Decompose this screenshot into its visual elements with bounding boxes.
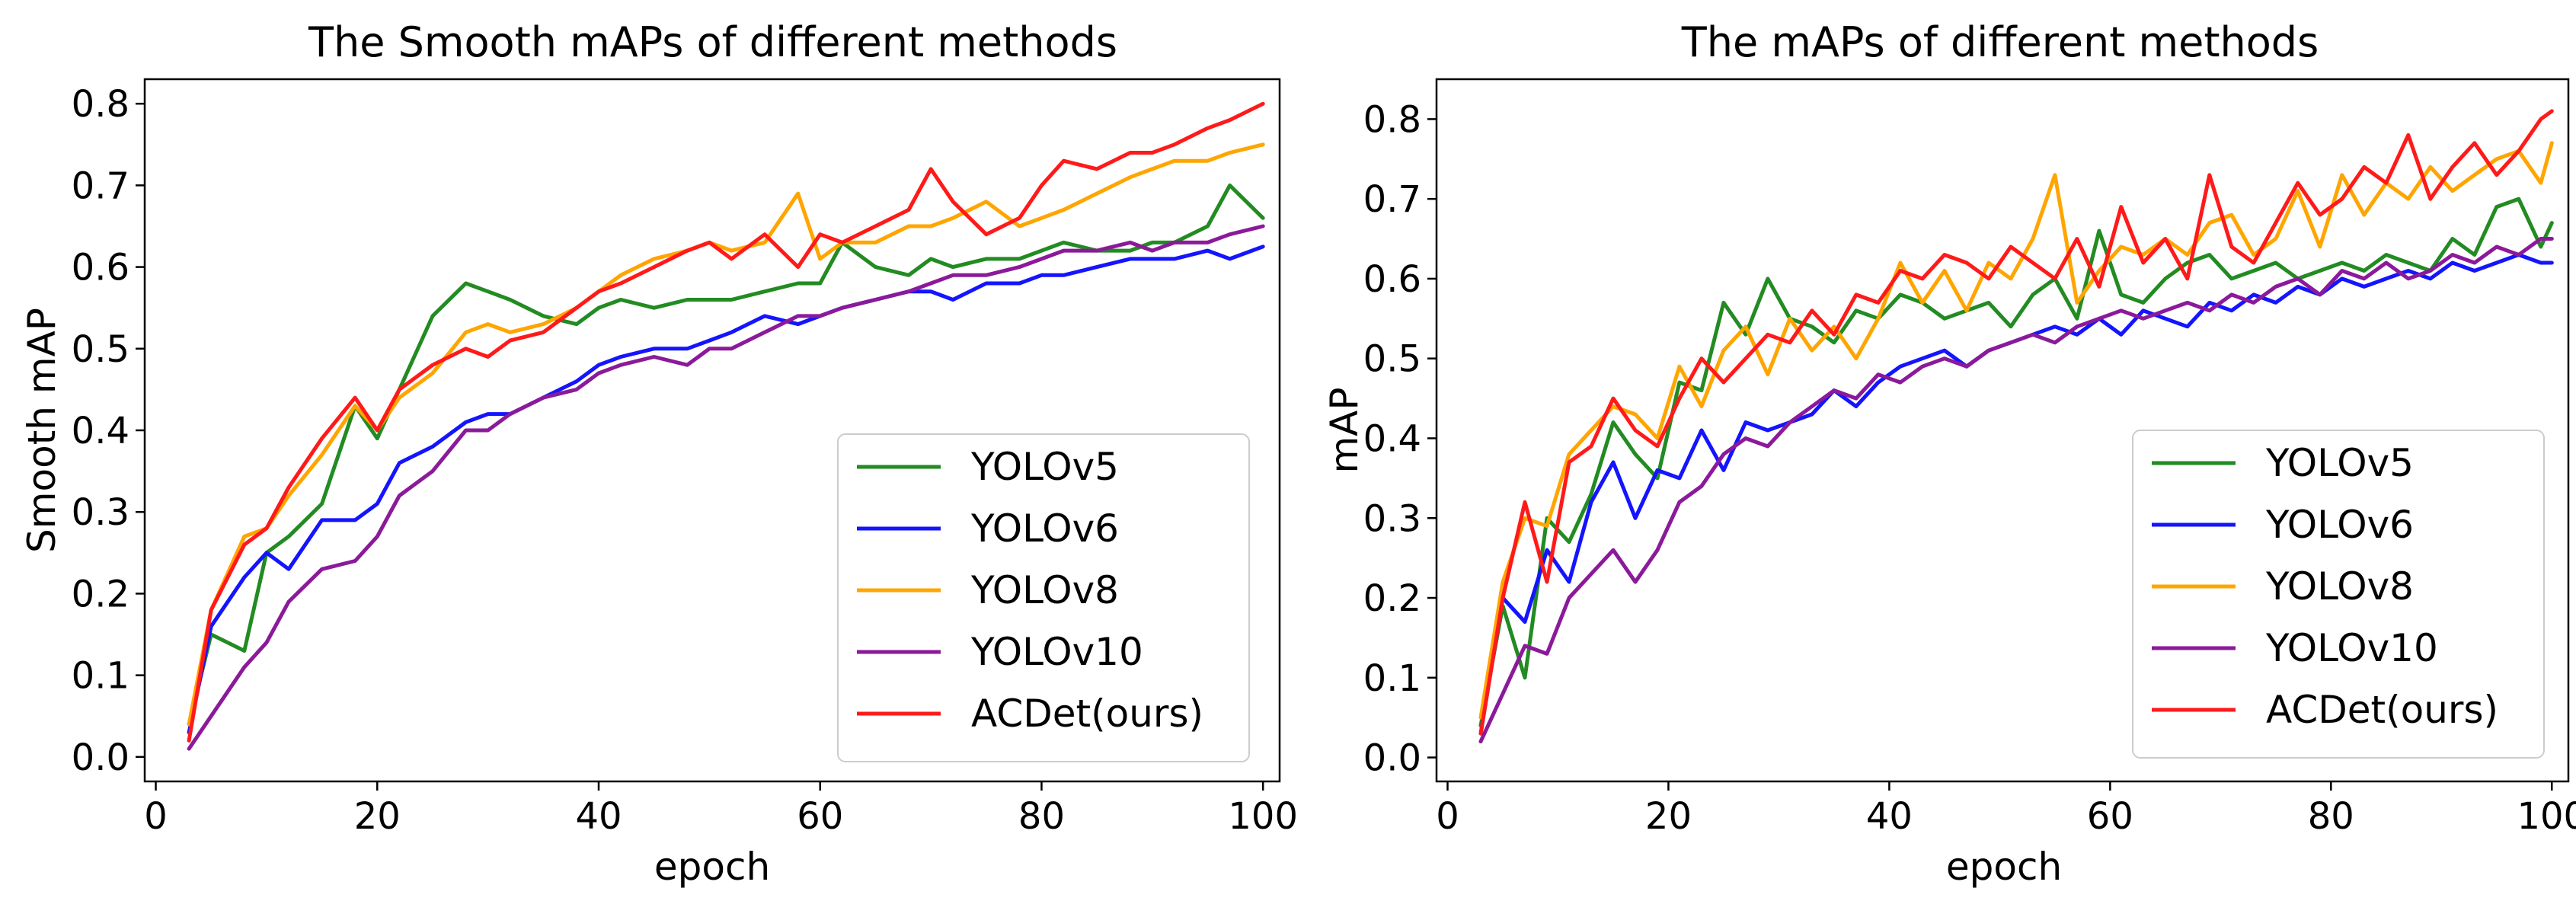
x-axis-label: epoch bbox=[654, 845, 770, 889]
plot-area bbox=[1478, 109, 2554, 744]
series-line-acdet-ours bbox=[1478, 109, 2554, 736]
legend-label: YOLOv6 bbox=[2265, 503, 2414, 547]
y-tick-label: 0.4 bbox=[72, 410, 129, 452]
plot-frame bbox=[1435, 78, 2570, 783]
series-line-yolov8 bbox=[187, 142, 1265, 727]
x-tick-label: 40 bbox=[575, 795, 622, 838]
y-tick-label: 0.0 bbox=[72, 736, 129, 779]
x-tick-label: 0 bbox=[144, 795, 168, 838]
series-line-yolov5 bbox=[187, 183, 1265, 727]
legend-label: ACDet(ours) bbox=[971, 692, 1203, 736]
plot-area bbox=[187, 101, 1265, 751]
x-tick-label: 0 bbox=[1436, 795, 1459, 838]
y-tick-label: 0.4 bbox=[1363, 417, 1421, 460]
x-axis-ticks: 0 20 40 60 80 100 bbox=[1436, 781, 2576, 838]
series-line-yolov10 bbox=[1478, 237, 2554, 744]
legend-box bbox=[837, 433, 1250, 762]
map-chart: The mAPs of different methods 0 20 40 60 80 1… bbox=[1322, 18, 2576, 889]
chart-title: The Smooth mAPs of different methods bbox=[308, 18, 1117, 66]
legend-label: YOLOv5 bbox=[2265, 441, 2414, 485]
series-line-yolov10 bbox=[187, 224, 1265, 751]
x-tick-label: 80 bbox=[2308, 795, 2354, 838]
series-line-yolov8 bbox=[1478, 141, 2554, 720]
y-tick-label: 0.2 bbox=[1363, 577, 1421, 620]
legend-label: ACDet(ours) bbox=[2266, 688, 2498, 732]
y-tick-label: 0.7 bbox=[72, 165, 129, 207]
legend-label: YOLOv10 bbox=[970, 630, 1143, 674]
y-tick-label: 0.2 bbox=[72, 573, 129, 615]
series-line-acdet-ours bbox=[187, 101, 1265, 743]
y-tick-label: 0.1 bbox=[72, 655, 129, 698]
legend-label: YOLOv6 bbox=[970, 506, 1119, 551]
x-tick-label: 20 bbox=[354, 795, 401, 838]
y-axis-label: mAP bbox=[1322, 387, 1366, 473]
legend-label: YOLOv10 bbox=[2265, 626, 2438, 670]
y-tick-label: 0.6 bbox=[72, 247, 129, 289]
y-axis-ticks: 0.0 0.1 0.2 0.3 0.4 0.5 0.6 0.7 0.8 bbox=[72, 83, 145, 779]
y-tick-label: 0.0 bbox=[1363, 737, 1421, 780]
smooth-map-chart: The Smooth mAPs of different methods 0 20… bbox=[20, 18, 1298, 889]
y-tick-label: 0.5 bbox=[1363, 338, 1421, 381]
x-tick-label: 20 bbox=[1645, 795, 1692, 838]
y-tick-label: 0.3 bbox=[72, 491, 129, 534]
legend-label: YOLOv8 bbox=[970, 568, 1119, 612]
legend: YOLOv5 YOLOv6 YOLOv8 YOLOv10 ACDet(ours) bbox=[837, 433, 1250, 762]
legend: YOLOv5 YOLOv6 YOLOv8 YOLOv10 ACDet(ours) bbox=[2132, 430, 2545, 759]
y-axis-ticks: 0.0 0.1 0.2 0.3 0.4 0.5 0.6 0.7 0.8 bbox=[1363, 98, 1437, 780]
y-tick-label: 0.8 bbox=[1363, 98, 1421, 141]
x-axis-ticks: 0 20 40 60 80 100 bbox=[144, 781, 1298, 838]
y-tick-label: 0.6 bbox=[1363, 258, 1421, 301]
x-tick-label: 40 bbox=[1866, 795, 1913, 838]
legend-label: YOLOv5 bbox=[970, 445, 1119, 489]
x-tick-label: 60 bbox=[797, 795, 843, 838]
x-tick-label: 60 bbox=[2087, 795, 2133, 838]
y-tick-label: 0.7 bbox=[1363, 178, 1421, 221]
x-tick-label: 100 bbox=[1228, 795, 1298, 838]
series-line-yolov5 bbox=[1478, 196, 2554, 728]
legend-box bbox=[2132, 430, 2545, 759]
series-line-yolov6 bbox=[187, 244, 1265, 735]
y-tick-label: 0.8 bbox=[72, 83, 129, 126]
x-axis-label: epoch bbox=[1946, 845, 2062, 889]
chart-title: The mAPs of different methods bbox=[1681, 18, 2319, 66]
y-axis-label: Smooth mAP bbox=[20, 308, 64, 553]
legend-label: YOLOv8 bbox=[2265, 564, 2414, 609]
x-tick-label: 100 bbox=[2517, 795, 2576, 838]
y-tick-label: 0.5 bbox=[72, 328, 129, 371]
y-tick-label: 0.3 bbox=[1363, 497, 1421, 540]
y-tick-label: 0.1 bbox=[1363, 657, 1421, 700]
x-tick-label: 80 bbox=[1018, 795, 1065, 838]
